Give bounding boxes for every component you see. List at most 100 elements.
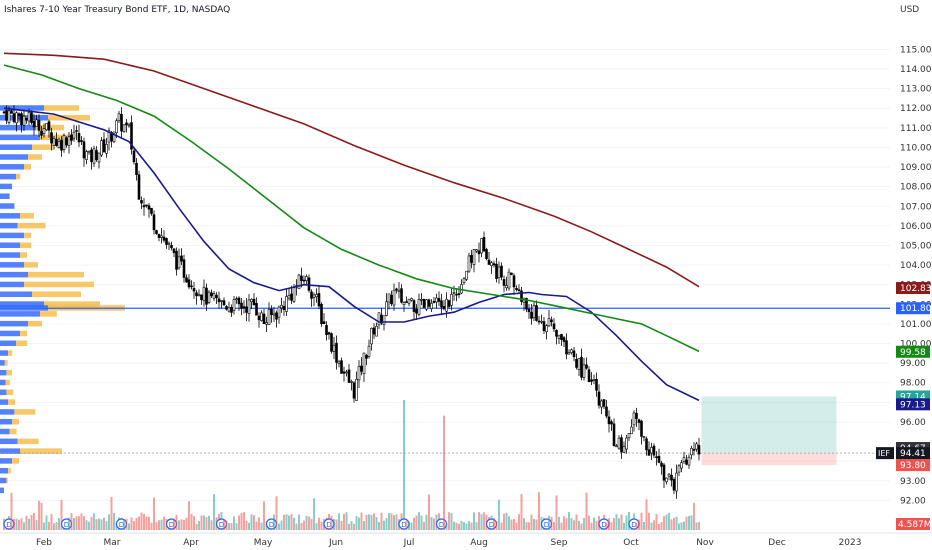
volume-bar bbox=[655, 514, 658, 530]
candle-body bbox=[372, 327, 376, 335]
volume-bar bbox=[495, 520, 498, 530]
volume-bar bbox=[233, 516, 235, 530]
candle-body bbox=[337, 361, 341, 364]
candle-body bbox=[117, 113, 121, 121]
volume-bar bbox=[173, 518, 175, 530]
candle-body bbox=[65, 137, 68, 146]
price-tag-label: 102.83 bbox=[900, 284, 932, 294]
candle-body bbox=[600, 400, 603, 408]
candle-body bbox=[370, 327, 373, 345]
volume-bar bbox=[358, 517, 360, 530]
candle-body bbox=[550, 319, 553, 323]
candle-body bbox=[142, 205, 146, 208]
volume-bar bbox=[33, 512, 35, 530]
candle-body bbox=[460, 284, 463, 294]
candle-body bbox=[677, 465, 681, 473]
candle-body bbox=[195, 292, 198, 297]
candle-body bbox=[670, 474, 673, 481]
volume-bar bbox=[395, 514, 398, 530]
volume-bar bbox=[195, 523, 198, 530]
candle-body bbox=[227, 307, 231, 312]
candle-body bbox=[330, 333, 333, 352]
volume-profile-bar bbox=[0, 311, 40, 317]
candle-body bbox=[592, 379, 596, 381]
candle-body bbox=[475, 249, 478, 252]
volume-bar bbox=[153, 497, 155, 530]
volume-profile-bar bbox=[0, 389, 7, 396]
volume-bar bbox=[393, 515, 395, 530]
y-tick-label: 92.00 bbox=[900, 496, 926, 506]
loss-zone bbox=[701, 453, 837, 466]
volume-profile-bar bbox=[40, 134, 75, 141]
volume-bar bbox=[648, 512, 650, 530]
volume-bar bbox=[365, 514, 368, 530]
volume-bar bbox=[68, 517, 70, 530]
candle-body bbox=[497, 266, 501, 279]
volume-tag-label: 4.587M bbox=[898, 520, 932, 530]
candle-body bbox=[580, 356, 583, 378]
dividend-marker-label: D bbox=[326, 521, 331, 529]
volume-profile-bar bbox=[0, 379, 6, 386]
volume-bar bbox=[665, 514, 668, 530]
candle-body bbox=[152, 214, 156, 231]
volume-bar bbox=[385, 518, 388, 530]
candle-body bbox=[187, 279, 191, 288]
volume-profile-bar bbox=[16, 173, 21, 180]
volume-bar bbox=[570, 518, 573, 530]
volume-profile-bar bbox=[12, 458, 19, 464]
volume-bar bbox=[453, 521, 455, 530]
volume-bar bbox=[478, 512, 480, 530]
volume-bar bbox=[350, 521, 353, 530]
y-tick-label: 101.00 bbox=[900, 320, 932, 330]
candle-body bbox=[92, 148, 96, 164]
candle-body bbox=[5, 110, 8, 121]
candle-body bbox=[672, 479, 676, 491]
candle-body bbox=[690, 448, 693, 456]
volume-bar bbox=[88, 521, 90, 530]
volume-profile-bar bbox=[6, 477, 8, 484]
volume-profile-bar bbox=[8, 467, 11, 474]
candle-body bbox=[417, 299, 421, 315]
candle-body bbox=[570, 349, 573, 353]
volume-bar bbox=[405, 520, 408, 530]
volume-bar bbox=[305, 515, 308, 530]
price-tag bbox=[896, 302, 930, 315]
volume-bar bbox=[288, 515, 290, 530]
candle-body bbox=[400, 288, 403, 303]
volume-bar bbox=[470, 522, 473, 530]
candle-body bbox=[40, 130, 43, 136]
candle-body bbox=[420, 299, 423, 301]
candle-body bbox=[325, 325, 328, 336]
price-tag-label: 101.80 bbox=[900, 304, 932, 314]
x-tick-label: Mar bbox=[104, 538, 121, 548]
price-tag bbox=[896, 398, 930, 411]
candle-body bbox=[665, 477, 668, 483]
candle-body bbox=[655, 456, 658, 458]
candle-body bbox=[560, 334, 563, 340]
volume-bar bbox=[580, 523, 583, 530]
volume-bar bbox=[475, 522, 478, 530]
volume-bar bbox=[83, 516, 85, 530]
volume-bar bbox=[425, 514, 428, 530]
volume-bar bbox=[20, 518, 23, 530]
volume-bar bbox=[263, 501, 265, 530]
volume-profile-bar bbox=[0, 203, 15, 209]
candle-body bbox=[12, 113, 16, 123]
candle-body bbox=[82, 141, 86, 159]
y-tick-label: 100.00 bbox=[900, 340, 932, 350]
volume-bar bbox=[508, 516, 510, 530]
candle-body bbox=[447, 300, 451, 307]
volume-bar bbox=[133, 521, 135, 530]
candle-body bbox=[435, 297, 438, 303]
volume-bar bbox=[433, 518, 435, 530]
volume-bar bbox=[240, 513, 243, 530]
candle-body bbox=[327, 332, 331, 335]
x-tick-label: May bbox=[254, 538, 273, 548]
price-tag bbox=[896, 447, 930, 460]
volume-bar bbox=[315, 523, 318, 530]
candle-body bbox=[495, 263, 498, 279]
volume-bar bbox=[448, 512, 450, 530]
candle-body bbox=[252, 298, 256, 306]
volume-bar bbox=[250, 514, 253, 530]
